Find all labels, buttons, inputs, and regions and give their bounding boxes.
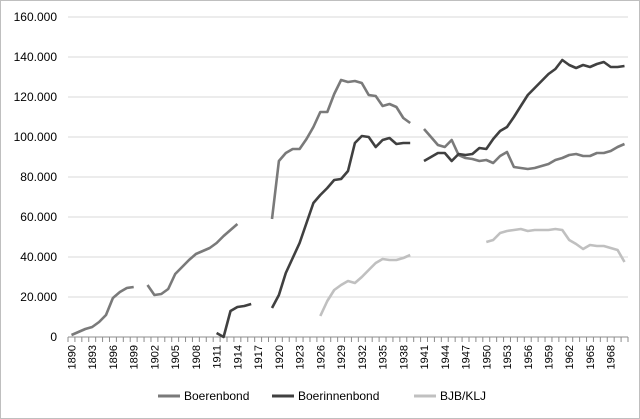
y-tick-label: 40.000 (20, 250, 57, 264)
series-line-segment (423, 58, 625, 163)
x-tick-label: 1908 (191, 345, 203, 369)
x-tick-label: 1941 (419, 345, 431, 369)
y-tick-label: 80.000 (20, 170, 57, 184)
axes (67, 336, 629, 342)
series-lines (70, 58, 626, 339)
series-boerenbond (70, 78, 626, 337)
legend: Boerenbond Boerinnenbond BJB/KLJ (158, 389, 486, 403)
series-bjb-klj (319, 227, 626, 317)
x-tick-label: 1917 (253, 345, 265, 369)
x-tick-label: 1938 (398, 345, 410, 369)
x-tick-label: 1968 (606, 345, 618, 369)
x-tick-label: 1920 (274, 345, 286, 369)
series-line-segment (146, 223, 239, 297)
series-line-segment (70, 285, 134, 337)
y-tick-label: 100.000 (14, 130, 58, 144)
y-axis-ticks: 0 20.000 40.000 60.000 80.000 100.000 120.000 1… (14, 10, 58, 344)
x-tick-label: 1947 (461, 345, 473, 369)
x-tick-label: 1935 (378, 345, 390, 369)
legend-label: Boerinnenbond (298, 389, 379, 403)
series-line-segment (485, 227, 626, 263)
x-tick-label: 1905 (170, 345, 182, 369)
x-tick-label: 1953 (502, 345, 514, 369)
series-line-segment (270, 78, 411, 220)
x-tick-label: 1899 (129, 345, 141, 369)
series-line-segment (270, 134, 411, 309)
legend-label: BJB/KLJ (440, 389, 486, 403)
x-tick-label: 1956 (523, 345, 535, 369)
y-tick-label: 120.000 (14, 90, 58, 104)
x-tick-label: 1902 (149, 345, 161, 369)
x-tick-label: 1896 (108, 345, 120, 369)
x-tick-label: 1914 (232, 345, 244, 369)
y-tick-label: 60.000 (20, 210, 57, 224)
x-tick-label: 1965 (585, 345, 597, 369)
x-axis-ticks: 1890 1893 1896 1899 1902 1905 1908 1911 1914 1917… (66, 345, 617, 369)
x-tick-label: 1962 (564, 345, 576, 369)
x-tick-label: 1944 (440, 345, 452, 369)
x-tick-label: 1932 (357, 345, 369, 369)
series-line-segment (423, 128, 626, 171)
x-tick-label: 1959 (543, 345, 555, 369)
x-tick-label: 1893 (87, 345, 99, 369)
grid-lines (68, 16, 628, 298)
y-tick-label: 0 (50, 330, 57, 344)
y-tick-label: 140.000 (14, 50, 58, 64)
series-line-segment (215, 302, 252, 339)
x-tick-label: 1923 (295, 345, 307, 369)
y-tick-label: 20.000 (20, 290, 57, 304)
x-tick-label: 1890 (66, 345, 78, 369)
x-tick-label: 1926 (315, 345, 327, 369)
x-tick-label: 1929 (336, 345, 348, 369)
series-line-segment (319, 253, 411, 317)
x-tick-label: 1911 (212, 345, 224, 369)
legend-label: Boerenbond (184, 389, 249, 403)
y-tick-label: 160.000 (14, 10, 58, 24)
series-boerinnenbond (215, 58, 625, 339)
x-tick-label: 1950 (481, 345, 493, 369)
